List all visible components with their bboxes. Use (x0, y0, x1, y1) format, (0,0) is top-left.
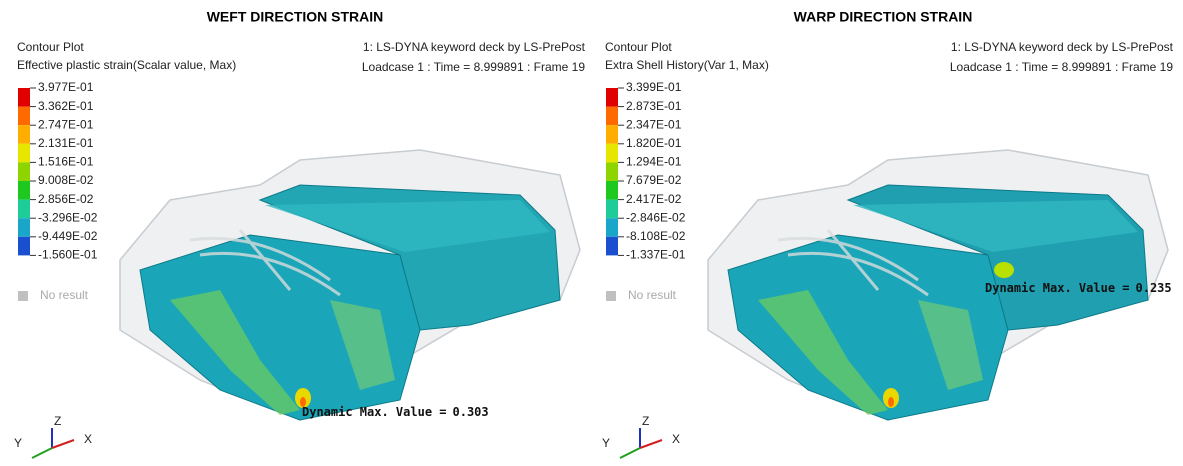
axis-y (620, 448, 640, 458)
legend-label: 3.399E-01 (626, 80, 682, 94)
legend-label: -3.296E-02 (38, 210, 98, 224)
max-annotation: Dynamic Max. Value = 0.303 (302, 405, 489, 419)
legend-swatch (18, 200, 30, 219)
variable-label: Extra Shell History(Var 1, Max) (605, 58, 769, 72)
axis-x-label: X (672, 432, 680, 446)
axis-y-label: Y (14, 436, 22, 450)
legend-label: -2.846E-02 (626, 210, 686, 224)
legend-swatch (18, 218, 30, 237)
legend-label: -8.108E-02 (626, 229, 686, 243)
loadcase-label: Loadcase 1 : Time = 8.999891 : Frame 19 (950, 60, 1173, 74)
panel-title: WEFT DIRECTION STRAIN (207, 9, 384, 25)
legend-swatch (606, 200, 618, 219)
legend-label: 7.679E-02 (626, 173, 682, 187)
legend-swatch (18, 125, 30, 144)
plot-label: Contour Plot (605, 40, 672, 54)
legend-swatch (606, 107, 618, 126)
legend-label: 3.362E-01 (38, 99, 94, 113)
axis-x (640, 440, 662, 448)
legend-label: 2.417E-02 (626, 192, 682, 206)
no-result-swatch (606, 291, 616, 301)
legend-label: -1.560E-01 (38, 248, 98, 262)
legend-label: 2.856E-02 (38, 192, 94, 206)
no-result-label: No result (628, 288, 677, 302)
legend-label: 2.747E-01 (38, 117, 94, 131)
figure: WEFT DIRECTION STRAIN Contour Plot Effecti… (0, 0, 1183, 466)
no-result-label: No result (40, 288, 89, 302)
legend-swatch (606, 237, 618, 256)
legend-swatch (606, 125, 618, 144)
loadcase-label: Loadcase 1 : Time = 8.999891 : Frame 19 (362, 60, 585, 74)
axis-z-label: Z (642, 414, 649, 428)
axis-z-label: Z (54, 414, 61, 428)
legend-swatch (18, 162, 30, 181)
legend-swatch (18, 237, 30, 256)
legend-label: -9.449E-02 (38, 229, 98, 243)
max-value: 0.303 (453, 405, 489, 419)
deck-label: 1: LS-DYNA keyword deck by LS-PrePost (951, 40, 1174, 54)
panel: WEFT DIRECTION STRAIN Contour Plot Effecti… (14, 9, 586, 458)
axis-x (52, 440, 74, 448)
axis-y-label: Y (602, 436, 610, 450)
legend-swatch (606, 144, 618, 163)
legend-swatch (18, 144, 30, 163)
legend-label: 2.873E-01 (626, 99, 682, 113)
model (120, 150, 580, 420)
legend-label: 3.977E-01 (38, 80, 94, 94)
deck-label: 1: LS-DYNA keyword deck by LS-PrePost (363, 40, 586, 54)
legend-swatch (606, 181, 618, 200)
panel: WARP DIRECTION STRAIN Contour Plot Extra S… (602, 9, 1174, 458)
no-result-swatch (18, 291, 28, 301)
legend-label: 2.131E-01 (38, 136, 94, 150)
max-annotation: Dynamic Max. Value = 0.235 (985, 281, 1172, 295)
variable-label: Effective plastic strain(Scalar value, M… (17, 58, 236, 72)
plot-label: Contour Plot (17, 40, 84, 54)
legend-label: 1.294E-01 (626, 155, 682, 169)
max-value: 0.235 (1136, 281, 1172, 295)
legend-label: 1.820E-01 (626, 136, 682, 150)
legend-swatch (18, 88, 30, 107)
legend-label: 2.347E-01 (626, 117, 682, 131)
legend-swatch (606, 218, 618, 237)
legend-swatch (606, 162, 618, 181)
model-hotspot-core (888, 397, 894, 407)
legend-label: -1.337E-01 (626, 248, 686, 262)
max-label: Dynamic Max. Value = (302, 405, 447, 419)
max-label: Dynamic Max. Value = (985, 281, 1130, 295)
axis-x-label: X (84, 432, 92, 446)
legend-swatch (18, 107, 30, 126)
axis-y (32, 448, 52, 458)
legend-swatch (18, 181, 30, 200)
legend-label: 1.516E-01 (38, 155, 94, 169)
legend-label: 9.008E-02 (38, 173, 94, 187)
panel-title: WARP DIRECTION STRAIN (794, 9, 973, 25)
legend-swatch (606, 88, 618, 107)
model-hotspot (994, 262, 1014, 278)
